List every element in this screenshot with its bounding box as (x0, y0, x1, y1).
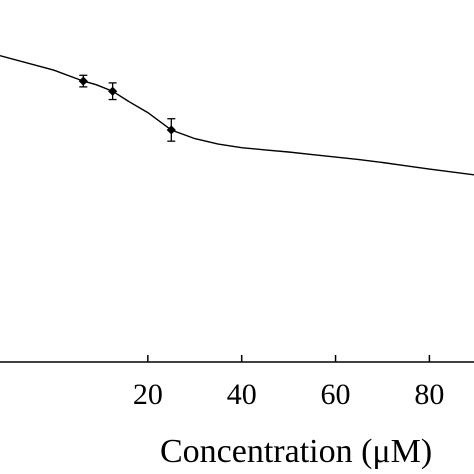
diamond-marker (78, 76, 88, 86)
fit-curve (0, 55, 474, 176)
data-point (108, 82, 118, 101)
x-axis-title: Concentration (μM) (160, 433, 432, 470)
x-tick-label: 20 (133, 378, 163, 411)
data-point (78, 74, 88, 88)
diamond-marker (108, 86, 118, 96)
x-axis: 20 40 60 80 (0, 355, 474, 411)
chart-marks (0, 55, 474, 176)
data-point (166, 118, 176, 142)
x-tick-label: 80 (414, 378, 444, 411)
x-tick-label: 60 (321, 378, 351, 411)
x-tick-label: 40 (227, 378, 257, 411)
diamond-marker (166, 125, 176, 135)
